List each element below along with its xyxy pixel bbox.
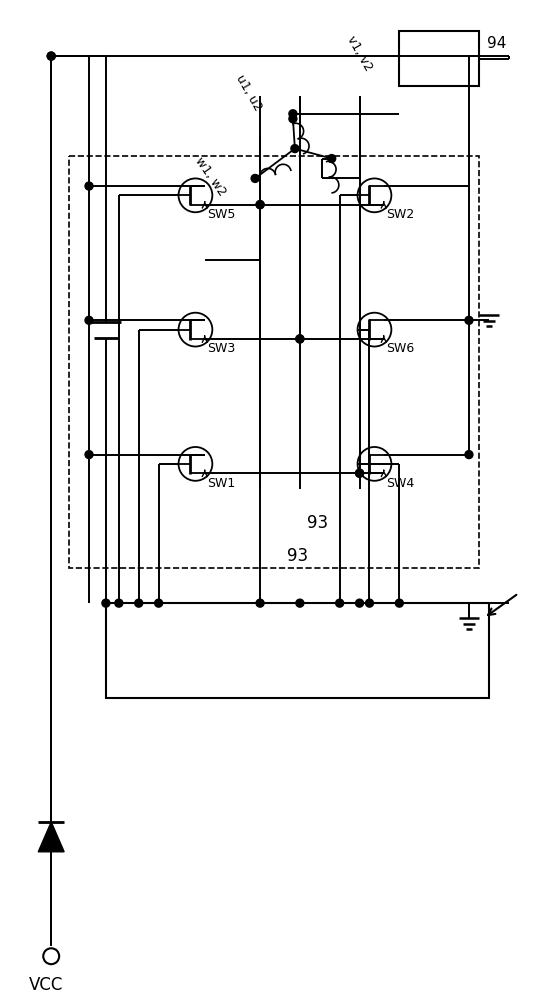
Text: w1, w2: w1, w2 bbox=[192, 155, 228, 198]
Text: v1, v2: v1, v2 bbox=[344, 33, 375, 73]
Circle shape bbox=[365, 599, 374, 607]
Text: SW6: SW6 bbox=[386, 342, 414, 355]
Circle shape bbox=[85, 316, 93, 324]
Circle shape bbox=[396, 599, 403, 607]
Text: VCC: VCC bbox=[29, 976, 63, 994]
Bar bbox=[69, 156, 479, 568]
Circle shape bbox=[256, 599, 264, 607]
Circle shape bbox=[85, 451, 93, 459]
Text: 94: 94 bbox=[487, 36, 506, 51]
Circle shape bbox=[355, 469, 364, 477]
Circle shape bbox=[355, 599, 364, 607]
Circle shape bbox=[336, 599, 344, 607]
Circle shape bbox=[85, 182, 93, 190]
Circle shape bbox=[47, 52, 55, 60]
Text: 93: 93 bbox=[287, 547, 308, 565]
Circle shape bbox=[135, 599, 143, 607]
Circle shape bbox=[291, 145, 299, 153]
Text: SW5: SW5 bbox=[207, 208, 236, 221]
Text: SW1: SW1 bbox=[207, 477, 235, 490]
Circle shape bbox=[289, 110, 297, 118]
Circle shape bbox=[296, 335, 304, 343]
Circle shape bbox=[102, 599, 110, 607]
Circle shape bbox=[465, 316, 473, 324]
Circle shape bbox=[355, 469, 364, 477]
Circle shape bbox=[296, 599, 304, 607]
Circle shape bbox=[296, 335, 304, 343]
Text: u1, u2: u1, u2 bbox=[233, 72, 264, 113]
Text: SW2: SW2 bbox=[386, 208, 414, 221]
Circle shape bbox=[47, 52, 55, 60]
Circle shape bbox=[115, 599, 123, 607]
Circle shape bbox=[328, 155, 336, 163]
Circle shape bbox=[256, 201, 264, 209]
Circle shape bbox=[289, 115, 297, 123]
Circle shape bbox=[251, 174, 259, 182]
Circle shape bbox=[465, 451, 473, 459]
Bar bbox=[399, 31, 479, 86]
Text: 93: 93 bbox=[307, 514, 328, 532]
Circle shape bbox=[155, 599, 163, 607]
Polygon shape bbox=[38, 822, 64, 852]
Text: SW4: SW4 bbox=[386, 477, 414, 490]
Text: SW3: SW3 bbox=[207, 342, 235, 355]
Bar bbox=[106, 603, 489, 698]
Circle shape bbox=[256, 201, 264, 209]
